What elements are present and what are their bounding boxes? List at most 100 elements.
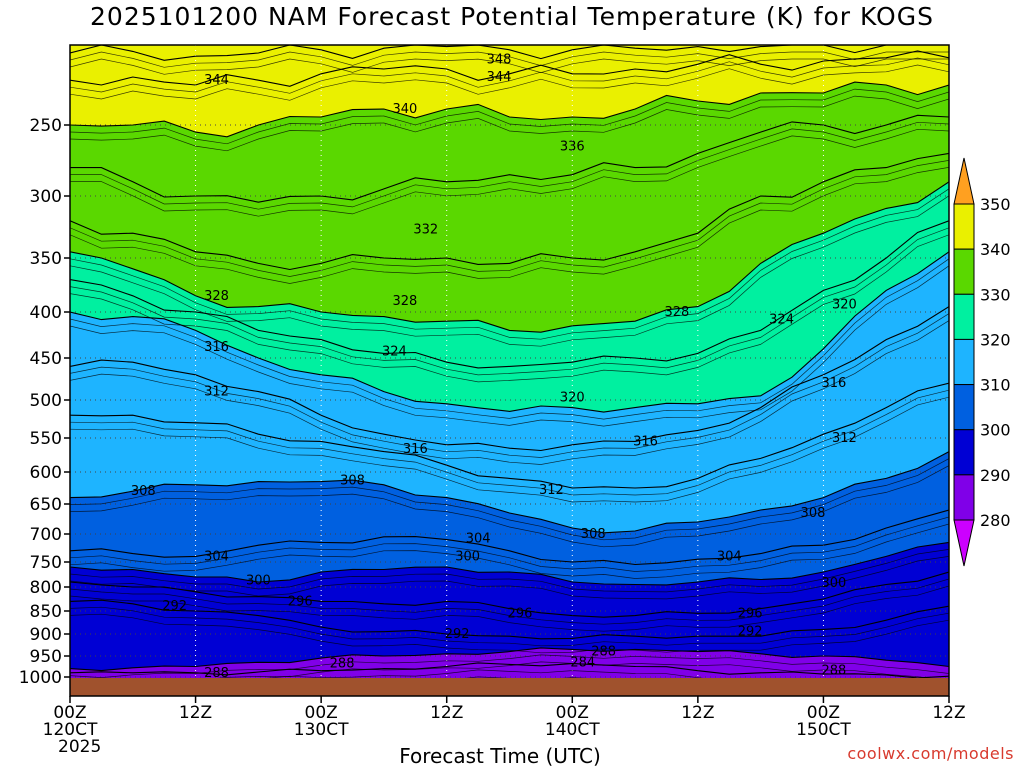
contour-label: 312 xyxy=(539,483,564,498)
x-tick-label: 12Z xyxy=(179,703,212,723)
isotherm-aux-316-2 xyxy=(70,320,949,465)
contour-label: 320 xyxy=(832,297,857,312)
x-tick-label: 140CT xyxy=(545,720,600,740)
contour-label: 308 xyxy=(801,506,826,521)
y-tick-label: 950 xyxy=(30,647,62,667)
colorbar: 350 340 330 320 310 300 290 280 xyxy=(953,157,1011,567)
isotherm-312 xyxy=(70,382,949,489)
contour-label: 304 xyxy=(204,549,229,564)
isotherm-aux-316-1 xyxy=(70,313,949,458)
contour-label: 288 xyxy=(330,657,355,672)
isotherm-324 xyxy=(70,220,949,369)
y-tick-label: 700 xyxy=(30,525,62,545)
contour-label: 308 xyxy=(131,484,156,499)
x-tick-label: 12Z xyxy=(430,703,463,723)
isotherm-284 xyxy=(70,662,949,679)
contour-label: 328 xyxy=(665,305,690,320)
contour-label: 340 xyxy=(392,102,417,117)
contour-label: 296 xyxy=(508,606,533,621)
y-tick-label: 750 xyxy=(30,553,62,573)
isotherm-aux-300-2 xyxy=(70,556,949,600)
y-tick-label: 550 xyxy=(30,429,62,449)
isotherm-332 xyxy=(70,152,949,271)
contour-label: 304 xyxy=(717,549,742,564)
contour-label: 336 xyxy=(560,139,585,154)
contour-label: 348 xyxy=(487,52,512,67)
y-tick-label: 250 xyxy=(30,116,62,136)
contour-label: 332 xyxy=(413,222,438,237)
isotherm-aux-332-1 xyxy=(70,160,949,277)
isotherm-aux-348-1 xyxy=(70,51,949,68)
isotherm-316 xyxy=(70,306,949,452)
isotherm-348 xyxy=(70,45,949,61)
y-tick-label: 1000 xyxy=(19,668,62,688)
isotherm-aux-332-2 xyxy=(70,167,949,284)
isotherm-aux-308-1 xyxy=(70,458,949,541)
x-tick-label: 12Z xyxy=(681,703,714,723)
y-tick-label: 800 xyxy=(30,578,62,598)
isotherm-344 xyxy=(70,50,949,87)
isotherm-aux-288-1 xyxy=(70,654,949,678)
y-tick-label: 650 xyxy=(30,495,62,515)
isotherm-308 xyxy=(70,451,949,534)
y-tick-label: 850 xyxy=(30,602,62,622)
contour-label: 316 xyxy=(204,340,229,355)
contour-label: 300 xyxy=(821,576,846,591)
isotherm-aux-336-2 xyxy=(70,128,949,217)
isotherm-336 xyxy=(70,114,949,203)
isotherm-340 xyxy=(70,81,949,138)
x-tick-label: 12Z xyxy=(932,703,965,723)
contour-label: 328 xyxy=(204,289,229,304)
contour-label: 284 xyxy=(570,655,595,670)
colorbar-label: 310 xyxy=(980,376,1011,395)
contour-label: 300 xyxy=(455,549,480,564)
chart-title: 2025101200 NAM Forecast Potential Temper… xyxy=(90,2,934,31)
isotherm-296 xyxy=(70,571,949,618)
isotherm-aux-328-2 xyxy=(70,195,949,347)
isotherm-aux-292-2 xyxy=(70,613,949,654)
x-tick-label: 00Z xyxy=(53,703,86,723)
isotherm-aux-300-1 xyxy=(70,549,949,593)
isotherm-292 xyxy=(70,599,949,640)
isotherm-304 xyxy=(70,509,949,566)
x-tick-label: 120CT xyxy=(43,720,98,740)
x-tick-label: 00Z xyxy=(305,703,338,723)
colorbar-segment xyxy=(953,429,975,476)
isotherm-aux-292-1 xyxy=(70,606,949,647)
plot-frame xyxy=(69,44,950,697)
contour-label: 288 xyxy=(204,666,229,681)
colorbar-label: 350 xyxy=(980,195,1011,214)
y-tick-label: 500 xyxy=(30,391,62,411)
isotherm-aux-344-2 xyxy=(70,64,949,101)
colorbar-segment xyxy=(953,474,975,521)
isotherm-aux-336-1 xyxy=(70,121,949,210)
contour-label: 324 xyxy=(382,345,407,360)
watermark-link[interactable]: coolwx.com/models xyxy=(847,744,1014,763)
isotherm-aux-320-1 xyxy=(70,258,949,420)
isotherm-320 xyxy=(70,251,949,413)
y-tick-label: 600 xyxy=(30,463,62,483)
colorbar-segment xyxy=(953,248,975,295)
isotherm-aux-324-2 xyxy=(70,234,949,383)
contour-label: 288 xyxy=(591,645,616,660)
contour-labels: 348 344 344 340 336 332 328 328 328 324 324 320 320 3… xyxy=(131,52,857,680)
x-tick-label: 2025 xyxy=(58,737,101,757)
isotherm-288 xyxy=(70,647,949,672)
colorbar-segment xyxy=(953,293,975,340)
contour-label: 292 xyxy=(162,599,187,614)
contour-label: 320 xyxy=(560,390,585,405)
y-tick-label: 300 xyxy=(30,187,62,207)
isotherm-aux-320-2 xyxy=(70,265,949,427)
isotherm-aux-348-2 xyxy=(70,58,949,75)
contour-label: 308 xyxy=(581,527,606,542)
contour-label: 292 xyxy=(738,625,763,640)
contour-label: 328 xyxy=(392,294,417,309)
isotherm-aux-340-1 xyxy=(70,88,949,145)
y-tick-label: 450 xyxy=(30,349,62,369)
contour-label: 324 xyxy=(769,312,794,327)
colorbar-label: 280 xyxy=(980,511,1011,530)
contour-label: 344 xyxy=(487,70,512,85)
contour-label: 304 xyxy=(466,531,491,546)
